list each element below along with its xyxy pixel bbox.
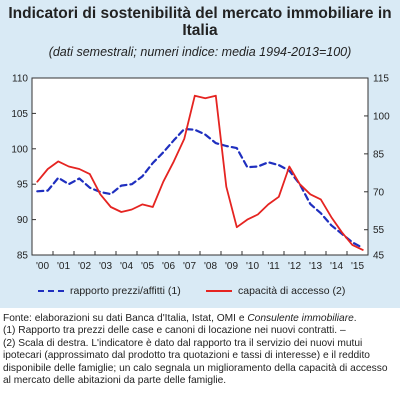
y-right-tick-label: 70 [373, 187, 385, 198]
x-tick-label: '02 [78, 261, 91, 272]
x-tick-label: '12 [288, 261, 301, 272]
legend-label-rapporto: rapporto prezzi/affitti (1) [70, 285, 181, 297]
y-left-tick-label: 100 [11, 144, 28, 155]
chart-subtitle: (dati semestrali; numeri indice: media 1… [48, 45, 352, 59]
source-notes: Fonte: elaborazioni su dati Banca d'Ital… [3, 313, 397, 387]
source-text-italic: Consulente immobiliare [247, 313, 354, 324]
source-text-end: . [353, 313, 357, 324]
legend-item-capacita: capacità di accesso (2) [206, 285, 345, 297]
note-2: (2) Scala di destra. L'indicatore è dato… [3, 337, 388, 387]
source-line: Fonte: elaborazioni su dati Banca d'Ital… [3, 313, 397, 325]
x-tick-label: '03 [99, 261, 112, 272]
y-left-tick-label: 95 [17, 180, 29, 191]
x-tick-label: '01 [57, 261, 70, 272]
legend-item-rapporto: rapporto prezzi/affitti (1) [38, 285, 181, 297]
x-tick-label: '00 [36, 261, 49, 272]
y-right-tick-label: 85 [373, 149, 385, 160]
legend: rapporto prezzi/affitti (1) capacità di … [38, 285, 378, 301]
y-left-tick-label: 90 [17, 215, 29, 226]
y-left-tick-label: 105 [11, 109, 28, 120]
y-right-tick-label: 100 [373, 111, 390, 122]
x-tick-label: '15 [351, 261, 364, 272]
x-tick-label: '11 [267, 261, 280, 272]
x-tick-label: '08 [204, 261, 217, 272]
plot-area [31, 77, 369, 256]
x-tick-label: '14 [330, 261, 343, 272]
x-tick-label: '10 [246, 261, 259, 272]
x-tick-label: '04 [120, 261, 133, 272]
note-1: (1) Rapporto tra prezzi delle case e can… [3, 325, 346, 337]
legend-swatch-solid-red [206, 290, 232, 292]
line-chart: '00 '01 '02 '03 '04 '05 '06 '07 '08 '09 '10 '11 '12 '… [11, 74, 390, 273]
legend-label-capacita: capacità di accesso (2) [238, 285, 346, 297]
x-tick-label: '07 [183, 261, 196, 272]
y-left-tick-label: 110 [12, 74, 28, 85]
series-line-rapporto-prezzi-affitti [36, 127, 364, 249]
source-text: Fonte: elaborazioni su dati Banca d'Ital… [3, 313, 248, 324]
x-tick-label: '05 [141, 261, 154, 272]
y-right-tick-label: 115 [373, 74, 389, 85]
chart-title: Indicatori di sostenibilità del mercato … [8, 5, 392, 39]
y-right-tick-label: 45 [373, 251, 385, 262]
x-tick-label: '13 [309, 261, 322, 272]
y-left-tick-label: 85 [17, 251, 29, 262]
x-tick-label: '09 [225, 261, 238, 272]
legend-swatch-dashed-blue [38, 290, 64, 292]
y-right-tick-label: 55 [373, 225, 385, 236]
series-line-capacita-di-accesso [36, 94, 364, 251]
x-tick-label: '06 [162, 261, 175, 272]
